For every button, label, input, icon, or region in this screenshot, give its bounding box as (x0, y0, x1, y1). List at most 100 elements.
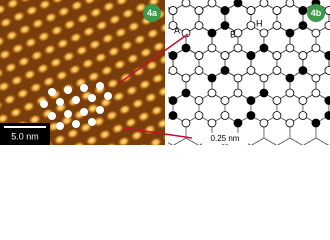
stm-atom (126, 53, 140, 65)
connector-line (123, 127, 193, 139)
scale-bar-label: 5.0 nm (11, 131, 39, 141)
filled-site (324, 111, 330, 120)
marked-atom (72, 96, 80, 104)
stm-atom (87, 71, 101, 83)
filled-site (246, 111, 256, 120)
open-site (324, 6, 330, 15)
open-site (259, 118, 269, 128)
stm-atom (124, 117, 138, 129)
figure: 5.0 nm 4a 4b A B H 0.25 nm (0, 0, 330, 145)
filled-site (220, 21, 230, 30)
open-site (298, 96, 308, 105)
stm-atom (81, 58, 95, 70)
stm-atom (68, 64, 82, 76)
open-site (285, 88, 295, 98)
marked-atom (88, 94, 96, 102)
filled-site (311, 118, 321, 128)
stm-atom (0, 49, 12, 61)
stm-atom (85, 135, 99, 145)
stm-atom (88, 39, 102, 51)
open-site (194, 96, 204, 105)
open-site (285, 43, 295, 53)
stm-atom (3, 94, 17, 106)
stm-atom (118, 104, 132, 116)
open-site (272, 66, 282, 75)
stm-atom (24, 37, 38, 49)
open-site (220, 96, 230, 105)
filled-site (168, 51, 178, 60)
stm-atom (98, 129, 112, 141)
stm-atom (4, 62, 18, 74)
stm-atom (0, 113, 10, 125)
stm-atom (115, 0, 129, 7)
marked-atom (48, 112, 56, 120)
stm-atom (76, 13, 90, 25)
stm-atom (132, 66, 146, 78)
stm-atom (89, 7, 103, 19)
stm-atom (144, 92, 158, 104)
open-site (298, 51, 308, 60)
stm-atom (12, 11, 26, 23)
stm-atom (72, 141, 86, 145)
filled-site (324, 96, 330, 105)
stm-atom (75, 45, 89, 57)
lattice-diagram (168, 0, 330, 145)
stm-atom (70, 0, 84, 12)
stm-atom (50, 25, 64, 37)
site-label: H (256, 18, 263, 28)
connector-line (117, 33, 189, 85)
scale-bar: 5.0 nm (0, 123, 50, 145)
stm-atom (5, 30, 19, 42)
open-site (324, 66, 330, 75)
open-site (181, 118, 191, 128)
stm-atom (111, 123, 125, 135)
open-site (259, 73, 269, 83)
stm-atom (149, 137, 163, 145)
open-site (233, 28, 243, 38)
stm-atom (101, 33, 115, 45)
marked-atom (56, 122, 64, 130)
stm-atom (17, 56, 31, 68)
stm-atom (29, 82, 43, 94)
stm-atom (0, 100, 4, 112)
stm-atom (36, 63, 50, 75)
stm-atom (106, 78, 120, 90)
filled-site (298, 6, 308, 15)
stm-atom (121, 8, 135, 20)
stm-atom (102, 1, 116, 13)
filled-site (246, 96, 256, 105)
open-site (220, 51, 230, 60)
stm-atom (92, 116, 106, 128)
filled-site (233, 118, 243, 128)
stm-atom (30, 50, 44, 62)
stm-atom (86, 103, 100, 115)
stm-atom (139, 47, 153, 59)
filled-site (259, 88, 269, 98)
open-site (181, 28, 191, 38)
stm-atom (16, 88, 30, 100)
stm-atom (94, 52, 108, 64)
stm-atom (137, 111, 151, 123)
marked-atom (56, 98, 64, 106)
stm-atom (100, 65, 114, 77)
stm-atom (131, 98, 145, 110)
open-site (233, 43, 243, 53)
stm-atom (145, 60, 159, 72)
filled-site (168, 111, 178, 120)
open-site (207, 88, 217, 98)
stm-atom (159, 22, 165, 34)
stm-atom (151, 73, 165, 85)
stm-atom (37, 31, 51, 43)
open-site (168, 6, 178, 15)
open-site (272, 21, 282, 30)
stm-atom (31, 18, 45, 30)
filled-site (220, 6, 230, 15)
scale-bar-box (0, 123, 50, 145)
label-backdrop (202, 133, 248, 144)
open-site (181, 73, 191, 83)
stm-atom (38, 0, 52, 11)
open-site (207, 118, 217, 128)
open-site (207, 0, 217, 8)
open-site (194, 6, 204, 15)
open-site (311, 43, 321, 53)
